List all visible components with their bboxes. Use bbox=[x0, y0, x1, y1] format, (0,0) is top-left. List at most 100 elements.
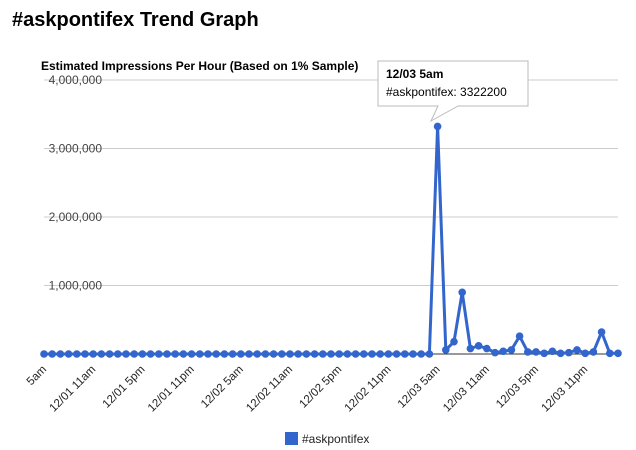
data-point[interactable] bbox=[286, 350, 294, 358]
data-point[interactable] bbox=[384, 350, 393, 358]
series-layer bbox=[40, 122, 622, 358]
data-point[interactable] bbox=[351, 350, 360, 358]
y-tick-label: 3,000,000 bbox=[49, 142, 103, 156]
data-point[interactable] bbox=[105, 350, 114, 358]
data-point[interactable] bbox=[606, 349, 614, 358]
data-point[interactable] bbox=[556, 349, 565, 358]
x-tick-label: 12/02 5pm bbox=[297, 364, 344, 411]
page-title: #askpontifex Trend Graph bbox=[12, 9, 259, 31]
legend-label: #askpontifex bbox=[302, 432, 369, 446]
data-point[interactable] bbox=[565, 348, 573, 357]
data-point[interactable] bbox=[319, 350, 327, 358]
data-point[interactable] bbox=[253, 350, 261, 358]
x-tick-label: 5am bbox=[25, 364, 49, 388]
data-point[interactable] bbox=[302, 350, 311, 358]
data-point[interactable] bbox=[507, 346, 516, 354]
x-tick-label: 12/03 11am bbox=[441, 364, 492, 415]
data-point[interactable] bbox=[220, 350, 229, 358]
data-point[interactable] bbox=[40, 350, 48, 358]
data-point[interactable] bbox=[589, 348, 598, 356]
x-tick-label: 12/01 11pm bbox=[146, 364, 197, 415]
data-point[interactable] bbox=[237, 350, 245, 358]
data-point[interactable] bbox=[474, 341, 483, 350]
data-point[interactable] bbox=[335, 350, 344, 358]
data-point[interactable] bbox=[245, 350, 253, 358]
data-point[interactable] bbox=[573, 346, 581, 354]
data-point[interactable] bbox=[294, 350, 303, 358]
legend-swatch bbox=[285, 432, 298, 445]
data-point[interactable] bbox=[204, 350, 212, 358]
data-point[interactable] bbox=[442, 346, 450, 354]
data-point[interactable] bbox=[146, 350, 155, 358]
legend[interactable]: #askpontifex bbox=[285, 432, 369, 446]
data-point[interactable] bbox=[171, 350, 179, 358]
data-point[interactable] bbox=[392, 350, 401, 358]
chart-subtitle: Estimated Impressions Per Hour (Based on… bbox=[41, 59, 358, 73]
x-tick-label: 12/02 11pm bbox=[343, 364, 394, 415]
tooltip: 12/03 5am #askpontifex: 3322200 bbox=[377, 60, 529, 123]
data-point[interactable] bbox=[114, 350, 122, 358]
data-point[interactable] bbox=[327, 350, 335, 358]
data-point[interactable] bbox=[187, 350, 196, 358]
data-point[interactable] bbox=[196, 350, 204, 358]
data-point[interactable] bbox=[458, 288, 467, 297]
data-point[interactable] bbox=[130, 350, 138, 358]
data-point[interactable] bbox=[97, 350, 106, 358]
data-point[interactable] bbox=[466, 344, 475, 353]
data-point[interactable] bbox=[409, 350, 417, 358]
data-point[interactable] bbox=[515, 332, 524, 340]
data-point[interactable] bbox=[433, 122, 442, 131]
tooltip-box bbox=[377, 60, 529, 123]
data-point[interactable] bbox=[417, 350, 426, 358]
data-point[interactable] bbox=[524, 348, 532, 356]
x-tick-label: 12/01 11am bbox=[47, 364, 98, 415]
y-tick-label: 2,000,000 bbox=[49, 210, 103, 224]
data-point[interactable] bbox=[540, 349, 548, 358]
data-point[interactable] bbox=[597, 328, 606, 336]
x-tick-label: 12/03 11pm bbox=[539, 364, 590, 415]
data-point[interactable] bbox=[401, 350, 409, 358]
data-point[interactable] bbox=[360, 350, 368, 358]
data-point[interactable] bbox=[376, 350, 385, 358]
data-point[interactable] bbox=[491, 348, 499, 357]
data-point[interactable] bbox=[614, 349, 622, 358]
tooltip-text: #askpontifex: 3322200 bbox=[386, 85, 507, 99]
data-point[interactable] bbox=[73, 350, 81, 358]
grid-layer: 1,000,000 2,000,000 3,000,000 4,000,000 bbox=[44, 73, 618, 355]
data-point[interactable] bbox=[269, 350, 278, 358]
x-tick-label: 12/02 5am bbox=[199, 364, 246, 411]
y-tick-label: 4,000,000 bbox=[49, 73, 103, 87]
data-point[interactable] bbox=[278, 350, 286, 358]
data-point[interactable] bbox=[122, 350, 130, 358]
data-point[interactable] bbox=[56, 350, 65, 358]
y-tick-label: 1,000,000 bbox=[49, 279, 103, 293]
data-point[interactable] bbox=[81, 350, 89, 358]
data-point[interactable] bbox=[483, 344, 491, 353]
x-tick-label: 12/03 5pm bbox=[494, 364, 541, 411]
x-tick-label: 12/02 11am bbox=[244, 364, 295, 415]
data-point[interactable] bbox=[499, 347, 508, 356]
x-tick-label: 12/03 5am bbox=[396, 364, 443, 411]
data-point[interactable] bbox=[425, 350, 434, 358]
data-point[interactable] bbox=[261, 350, 270, 358]
data-point[interactable] bbox=[310, 350, 319, 358]
data-point[interactable] bbox=[532, 348, 540, 356]
data-point[interactable] bbox=[163, 350, 171, 358]
data-point[interactable] bbox=[548, 347, 557, 356]
x-tick-label: 12/01 5pm bbox=[101, 364, 148, 411]
data-point[interactable] bbox=[212, 350, 220, 358]
data-point[interactable] bbox=[89, 350, 97, 358]
data-point[interactable] bbox=[581, 349, 589, 358]
tooltip-title: 12/03 5am bbox=[386, 67, 443, 81]
data-point[interactable] bbox=[228, 350, 237, 358]
data-point[interactable] bbox=[368, 350, 376, 358]
data-point[interactable] bbox=[48, 350, 56, 358]
data-point[interactable] bbox=[343, 350, 352, 358]
data-point[interactable] bbox=[138, 350, 147, 358]
data-point[interactable] bbox=[450, 337, 458, 346]
data-point[interactable] bbox=[64, 350, 73, 358]
data-point[interactable] bbox=[155, 350, 163, 358]
data-point[interactable] bbox=[179, 350, 188, 358]
series-line bbox=[44, 124, 618, 356]
